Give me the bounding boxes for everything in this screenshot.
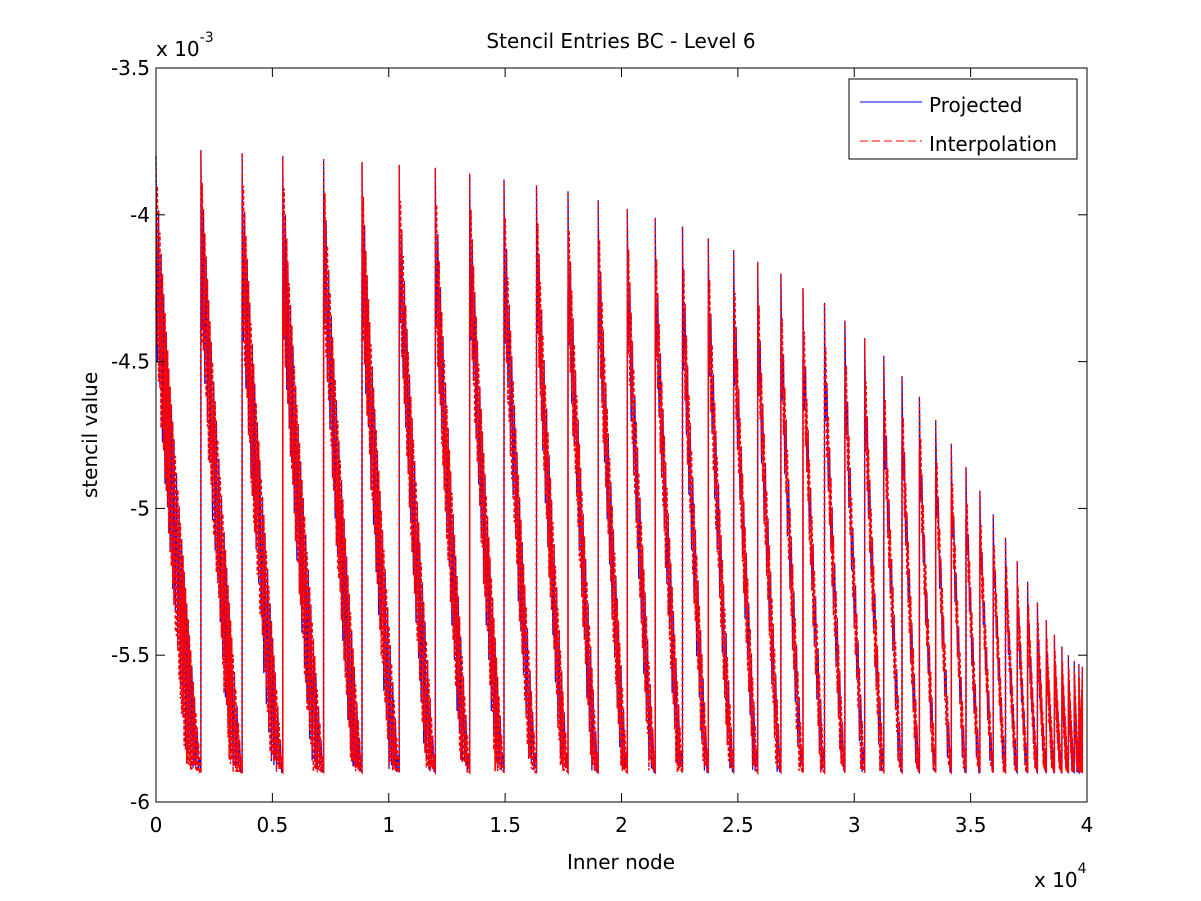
legend-label-projected: Projected xyxy=(929,93,1022,117)
x-exponent-label: x 104 xyxy=(1034,861,1087,892)
x-tick-label: 1.5 xyxy=(489,813,521,837)
chart-title: Stencil Entries BC - Level 6 xyxy=(486,29,755,53)
series-line-interpolation xyxy=(155,182,1084,776)
y-tick-label: -3.5 xyxy=(111,56,150,80)
y-exponent-power: -3 xyxy=(200,30,214,46)
legend: Projected Interpolation xyxy=(848,78,1078,160)
x-axis-label: Inner node xyxy=(567,850,675,874)
y-tick-label: -5.5 xyxy=(111,643,150,667)
x-tick-label: 2.5 xyxy=(722,813,754,837)
y-tick-label: -5 xyxy=(130,496,150,520)
legend-box xyxy=(848,78,1078,160)
series-line-interpolation-overlay xyxy=(155,150,1083,776)
y-axis-label: stencil value xyxy=(78,372,102,498)
series-layer xyxy=(155,150,1084,776)
x-tick-label: 3.5 xyxy=(955,813,987,837)
x-exponent-base: x 10 xyxy=(1034,868,1078,892)
x-tick-label: 0.5 xyxy=(256,813,288,837)
x-tick-label: 1 xyxy=(382,813,395,837)
legend-label-interpolation: Interpolation xyxy=(929,132,1057,156)
y-exponent-label: x 10-3 xyxy=(156,30,214,61)
x-tick-label: 3 xyxy=(848,813,861,837)
y-exponent-base: x 10 xyxy=(156,37,200,61)
y-tick-label: -4 xyxy=(130,203,150,227)
x-tick-label: 2 xyxy=(615,813,628,837)
x-tick-label: 0 xyxy=(150,813,163,837)
x-exponent-power: 4 xyxy=(1078,861,1087,877)
ticks-layer: 0 0.5 1 1.5 2 2.5 3 3.5 4 -3.5 -4 -4.5 -5 -5.5 -6 xyxy=(111,56,1093,837)
y-tick-label: -4.5 xyxy=(111,350,150,374)
x-tick-label: 4 xyxy=(1081,813,1094,837)
y-tick-label: -6 xyxy=(130,790,150,814)
